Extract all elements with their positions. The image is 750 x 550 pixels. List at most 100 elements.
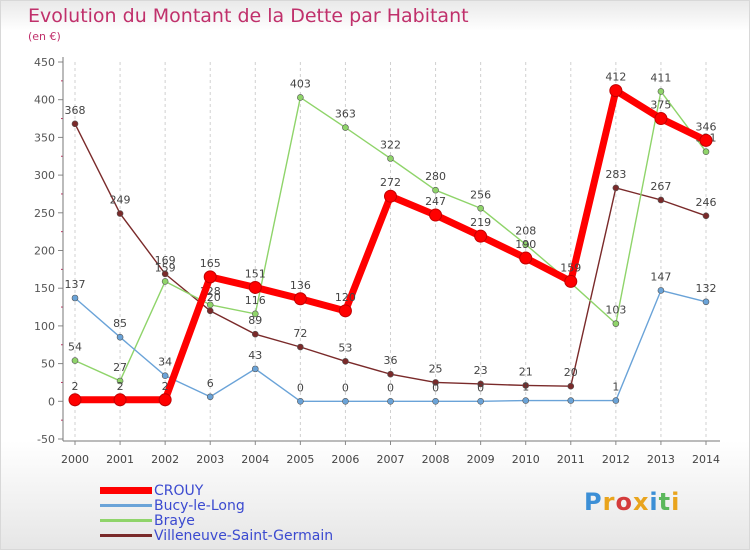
logo-letter: i [649,488,659,516]
data-label: 0 [387,381,394,394]
data-label: 147 [650,270,671,283]
x-tick-label: 2010 [512,453,540,466]
x-tick-label: 2011 [557,453,585,466]
data-label: 1 [612,381,619,394]
data-point [161,372,169,379]
data-label: 89 [248,314,262,327]
data-label: 246 [696,196,717,209]
y-tick-label: 250 [34,207,55,220]
y-tick-label: 100 [34,320,55,333]
data-label: 53 [338,341,352,354]
y-tick-label: 150 [34,282,55,295]
data-point [297,397,304,405]
data-point [432,186,439,194]
data-label: 363 [335,108,356,121]
data-point [251,310,259,318]
data-point [612,184,620,192]
data-label: 36 [384,354,398,367]
data-point [702,148,710,156]
legend-swatch-bucy-le-long [100,504,152,507]
data-point [699,133,713,147]
data-point [657,196,665,204]
data-label: 247 [425,195,446,208]
data-point [702,298,710,306]
data-point [68,393,82,407]
data-label: 219 [470,216,491,229]
data-point [251,330,259,338]
data-point [158,393,172,407]
x-tick-label: 2006 [331,453,359,466]
data-point [387,370,394,378]
data-label: 272 [380,176,401,189]
data-point [248,280,262,294]
data-point [387,155,394,162]
data-point [342,397,349,405]
data-label: 0 [342,381,349,394]
y-tick-label: 200 [34,245,55,258]
data-point [297,343,304,351]
data-point [432,397,439,405]
data-label: 0 [477,381,484,394]
x-tick-label: 2000 [61,453,89,466]
data-point [297,94,304,101]
data-point [161,278,169,285]
legend-item-bucy-le-long: Bucy-le-Long [100,498,400,514]
data-point [564,274,578,288]
data-label: 267 [650,180,671,193]
legend-swatch-crouy [100,487,152,494]
data-point [71,357,79,364]
data-label: 169 [155,254,176,267]
data-point [702,212,710,220]
data-point [71,294,79,302]
data-point [342,358,349,365]
data-label: 103 [605,304,626,317]
data-label: 72 [293,327,307,340]
data-label: 0 [297,381,304,394]
data-label: 368 [65,104,86,117]
data-label: 120 [335,291,356,304]
data-label: 403 [290,77,311,90]
data-label: 43 [248,349,262,362]
x-tick-label: 2001 [106,453,134,466]
data-point [522,241,530,248]
data-label: 151 [245,267,266,280]
data-point [522,382,530,389]
logo-letter: x [632,488,650,516]
x-tick-label: 2014 [692,453,720,466]
data-label: 2 [117,380,124,393]
data-point [654,112,668,126]
data-point [432,379,439,386]
x-tick-label: 2013 [647,453,675,466]
logo-letter: r [602,488,616,516]
data-label: 346 [696,120,717,133]
data-label: 249 [110,194,131,207]
data-label: 136 [290,279,311,292]
data-label: 25 [429,362,443,375]
data-label: 256 [470,188,491,201]
legend-item-villeneuve-saint-germain: Villeneuve-Saint-Germain [100,528,400,544]
y-tick-label: 0 [48,395,55,408]
data-label: 21 [519,365,533,378]
x-tick-label: 2012 [602,453,630,466]
logo-letter: o [615,488,633,516]
chart-title: Evolution du Montant de la Dette par Hab… [28,5,469,27]
x-tick-label: 2004 [241,453,269,466]
data-label: 54 [68,341,82,354]
data-point [384,189,397,203]
data-label: 85 [113,317,127,330]
data-label: 27 [113,361,127,374]
data-point [477,204,484,212]
legend-label-bucy-le-long: Bucy-le-Long [154,498,245,514]
data-label: 208 [515,224,536,237]
data-point [116,210,124,217]
data-point [293,292,307,306]
data-point [567,382,575,390]
data-label: 159 [155,261,176,274]
data-point [251,365,259,373]
data-label: 322 [380,139,401,152]
x-tick-label: 2002 [151,453,179,466]
data-point [477,380,484,388]
data-point [429,208,443,222]
logo-letter: t [658,488,672,516]
y-tick-label: 300 [34,169,55,182]
